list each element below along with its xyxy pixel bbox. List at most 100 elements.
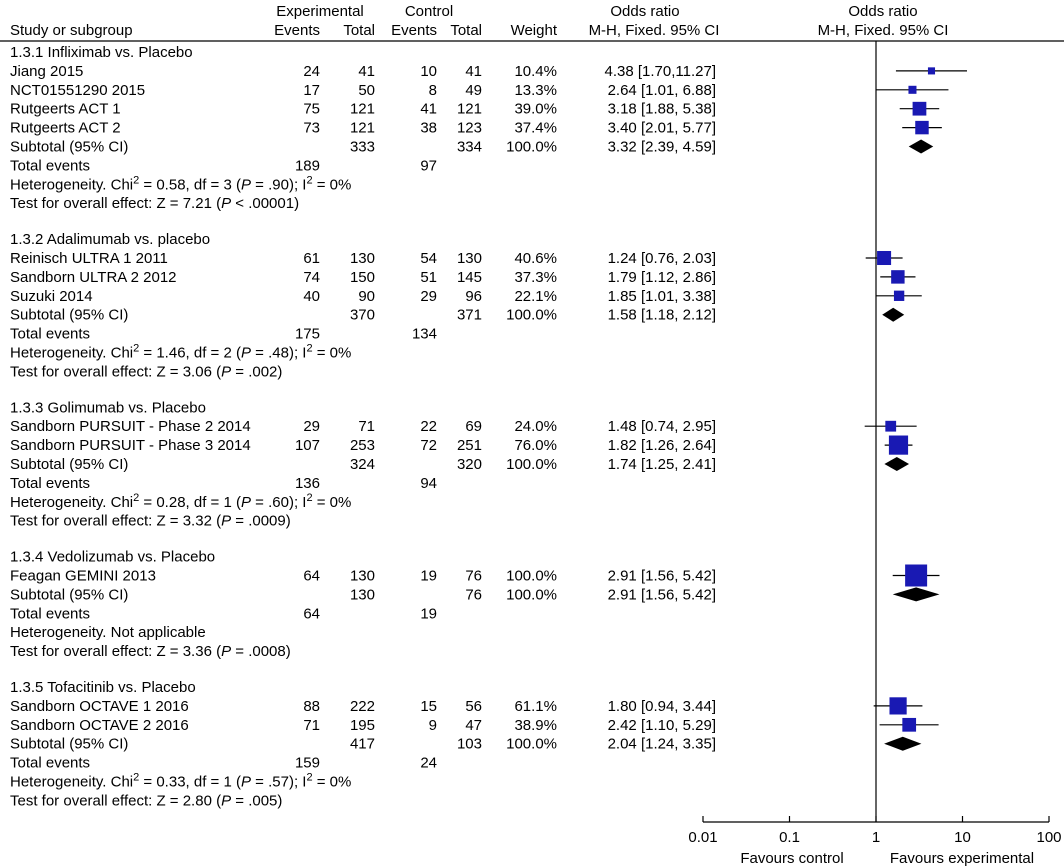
subtotal-ci: 2.91 [1.56, 5.42] bbox=[608, 586, 716, 603]
favours-experimental-label: Favours experimental bbox=[890, 850, 1034, 867]
total-events-exp: 175 bbox=[295, 326, 320, 343]
header-exp-events: Events bbox=[274, 22, 320, 39]
exp-events: 88 bbox=[303, 698, 320, 715]
subtotal-label: Subtotal (95% CI) bbox=[10, 736, 128, 753]
overall-effect-text: Test for overall effect: Z = 2.80 (P = .… bbox=[10, 792, 282, 809]
subtotal-weight: 100.0% bbox=[506, 456, 557, 473]
subtotal-exp-total: 417 bbox=[350, 736, 375, 753]
study-name: Feagan GEMINI 2013 bbox=[10, 568, 156, 585]
exp-total: 195 bbox=[350, 717, 375, 734]
exp-events: 74 bbox=[303, 269, 320, 286]
weight-value: 10.4% bbox=[514, 63, 557, 80]
study-marker bbox=[905, 564, 928, 587]
weight-value: 37.4% bbox=[514, 120, 557, 137]
ctl-total: 47 bbox=[465, 717, 482, 734]
total-events-exp: 189 bbox=[295, 157, 320, 174]
header-weight: Weight bbox=[511, 22, 558, 39]
total-events-ctl: 97 bbox=[420, 157, 437, 174]
subtotal-exp-total: 324 bbox=[350, 456, 375, 473]
ctl-events: 22 bbox=[420, 418, 437, 435]
study-name: Reinisch ULTRA 1 2011 bbox=[10, 250, 168, 267]
study-marker bbox=[912, 101, 927, 116]
ctl-events: 15 bbox=[420, 698, 437, 715]
study-marker bbox=[885, 420, 897, 432]
exp-total: 130 bbox=[350, 250, 375, 267]
heterogeneity-text: Heterogeneity. Chi2 = 0.33, df = 1 (P = … bbox=[10, 772, 351, 791]
table-header: Experimental Control Odds ratio Odds ratio S… bbox=[0, 3, 1064, 42]
study-marker bbox=[902, 717, 917, 732]
exp-total: 130 bbox=[350, 568, 375, 585]
x-tick-label: 0.1 bbox=[779, 829, 800, 846]
study-marker bbox=[888, 435, 909, 455]
subtotal-ci: 2.04 [1.24, 3.35] bbox=[608, 736, 716, 753]
ctl-total: 49 bbox=[465, 82, 482, 99]
study-name: Suzuki 2014 bbox=[10, 288, 93, 305]
total-events-exp: 64 bbox=[303, 605, 320, 622]
subgroup-title: 1.3.3 Golimumab vs. Placebo bbox=[10, 399, 206, 416]
total-events-ctl: 134 bbox=[412, 326, 437, 343]
header-study: Study or subgroup bbox=[10, 22, 133, 39]
header-ctl-total: Total bbox=[450, 22, 482, 39]
weight-value: 38.9% bbox=[514, 717, 557, 734]
subtotal-ctl-total: 103 bbox=[457, 736, 482, 753]
subtotal-diamond bbox=[884, 736, 922, 751]
odds-ratio-ci: 2.42 [1.10, 5.29] bbox=[608, 717, 716, 734]
total-events-label: Total events bbox=[10, 157, 90, 174]
header-odds-ratio-plot: Odds ratio bbox=[848, 3, 917, 20]
subtotal-label: Subtotal (95% CI) bbox=[10, 139, 128, 156]
x-tick-label: 100 bbox=[1036, 829, 1061, 846]
study-marker bbox=[889, 697, 907, 715]
odds-ratio-ci: 2.91 [1.56, 5.42] bbox=[608, 568, 716, 585]
subtotal-weight: 100.0% bbox=[506, 736, 557, 753]
x-tick-label: 10 bbox=[954, 829, 971, 846]
total-events-exp: 159 bbox=[295, 755, 320, 772]
subtotal-ctl-total: 334 bbox=[457, 139, 482, 156]
exp-total: 150 bbox=[350, 269, 375, 286]
subgroup-title: 1.3.5 Tofacitinib vs. Placebo bbox=[10, 679, 196, 696]
ctl-total: 69 bbox=[465, 418, 482, 435]
subtotal-ci: 1.74 [1.25, 2.41] bbox=[608, 456, 716, 473]
header-ctl-events: Events bbox=[391, 22, 437, 39]
ctl-events: 8 bbox=[429, 82, 437, 99]
ctl-total: 251 bbox=[457, 437, 482, 454]
x-axis: 0.01 0.1 1 10 100 Favours control Favours expe… bbox=[688, 816, 1062, 867]
study-name: NCT01551290 2015 bbox=[10, 82, 145, 99]
subtotal-ci: 3.32 [2.39, 4.59] bbox=[608, 139, 716, 156]
study-table: 1.3.1 Infliximab vs. Placebo Jiang 2015 24… bbox=[10, 44, 716, 809]
odds-ratio-ci: 1.82 [1.26, 2.64] bbox=[608, 437, 716, 454]
study-name: Sandborn PURSUIT - Phase 2 2014 bbox=[10, 418, 251, 435]
subtotal-ci: 1.58 [1.18, 2.12] bbox=[608, 307, 716, 324]
ctl-total: 76 bbox=[465, 568, 482, 585]
header-exp-total: Total bbox=[343, 22, 375, 39]
ctl-events: 41 bbox=[420, 101, 437, 118]
odds-ratio-ci: 3.18 [1.88, 5.38] bbox=[608, 101, 716, 118]
subtotal-weight: 100.0% bbox=[506, 307, 557, 324]
total-events-ctl: 24 bbox=[420, 755, 437, 772]
odds-ratio-ci: 1.79 [1.12, 2.86] bbox=[608, 269, 716, 286]
header-control: Control bbox=[405, 3, 453, 20]
exp-events: 75 bbox=[303, 101, 320, 118]
exp-events: 17 bbox=[303, 82, 320, 99]
ctl-total: 123 bbox=[457, 120, 482, 137]
exp-total: 90 bbox=[358, 288, 375, 305]
weight-value: 22.1% bbox=[514, 288, 557, 305]
header-method-plot: M-H, Fixed. 95% CI bbox=[818, 22, 949, 39]
total-events-exp: 136 bbox=[295, 475, 320, 492]
subtotal-label: Subtotal (95% CI) bbox=[10, 586, 128, 603]
subtotal-diamond bbox=[908, 139, 934, 154]
favours-control-label: Favours control bbox=[740, 850, 843, 867]
ctl-events: 10 bbox=[420, 63, 437, 80]
x-tick-label: 1 bbox=[872, 829, 880, 846]
overall-effect-text: Test for overall effect: Z = 3.36 (P = .… bbox=[10, 643, 291, 660]
overall-effect-text: Test for overall effect: Z = 3.32 (P = .… bbox=[10, 513, 291, 530]
overall-effect-text: Test for overall effect: Z = 3.06 (P = .… bbox=[10, 363, 282, 380]
ctl-total: 145 bbox=[457, 269, 482, 286]
odds-ratio-ci: 3.40 [2.01, 5.77] bbox=[608, 120, 716, 137]
ctl-total: 130 bbox=[457, 250, 482, 267]
study-marker bbox=[877, 250, 892, 266]
study-name: Sandborn PURSUIT - Phase 3 2014 bbox=[10, 437, 251, 454]
exp-events: 24 bbox=[303, 63, 320, 80]
odds-ratio-ci: 1.24 [0.76, 2.03] bbox=[608, 250, 716, 267]
odds-ratio-ci: 2.64 [1.01, 6.88] bbox=[608, 82, 716, 99]
exp-events: 61 bbox=[303, 250, 320, 267]
